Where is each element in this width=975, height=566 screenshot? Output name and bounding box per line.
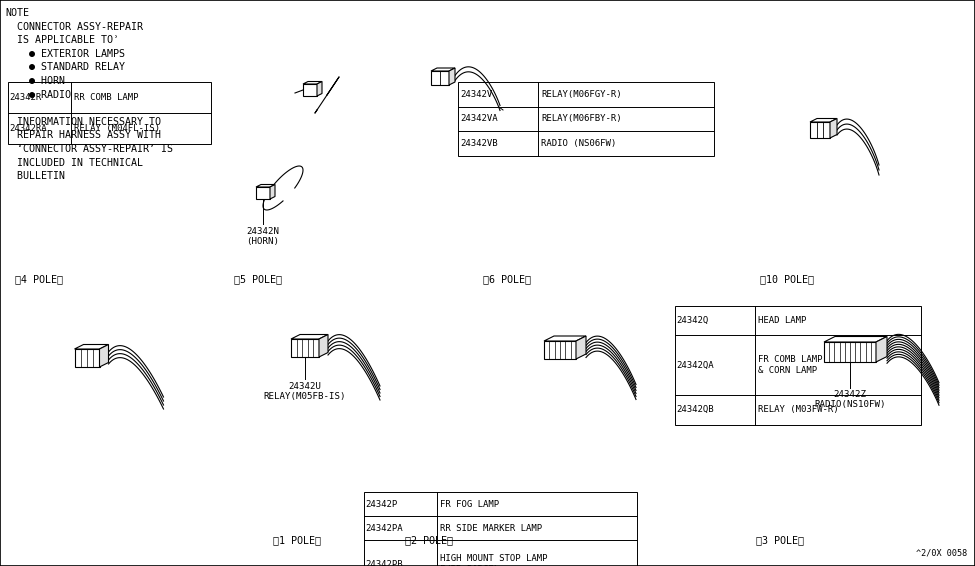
Text: NOTE
  CONNECTOR ASSY-REPAIR
  IS APPLICABLE TOʾ
    ● EXTERIOR LAMPS
    ● STAN: NOTE CONNECTOR ASSY-REPAIR IS APPLICABLE… [5, 8, 173, 181]
Polygon shape [431, 68, 455, 71]
Bar [74, 349, 99, 367]
Text: （4 POLE）: （4 POLE） [15, 275, 62, 285]
Text: RELAY (M04FL-IS): RELAY (M04FL-IS) [74, 125, 160, 133]
Bar [544, 341, 576, 359]
Polygon shape [270, 185, 275, 199]
Polygon shape [824, 337, 887, 342]
Text: RR COMB LAMP: RR COMB LAMP [74, 93, 138, 102]
Polygon shape [319, 335, 328, 357]
Text: 24342VA: 24342VA [460, 114, 498, 123]
Text: 24342PB: 24342PB [366, 560, 404, 566]
Bar [364, 492, 637, 566]
Polygon shape [99, 345, 108, 367]
Bar [458, 82, 714, 156]
Text: RELAY(M06FBY-R): RELAY(M06FBY-R) [541, 114, 622, 123]
Polygon shape [449, 68, 455, 85]
Polygon shape [876, 337, 887, 362]
Bar [810, 122, 830, 138]
Polygon shape [256, 185, 275, 187]
Polygon shape [544, 336, 586, 341]
Polygon shape [576, 336, 586, 359]
Text: 24342RA: 24342RA [10, 125, 48, 133]
Bar [303, 84, 317, 96]
Text: HEAD LAMP: HEAD LAMP [758, 316, 806, 325]
Text: 24342VB: 24342VB [460, 139, 498, 148]
Text: 24342QB: 24342QB [677, 405, 715, 414]
Text: RR SIDE MARKER LAMP: RR SIDE MARKER LAMP [440, 524, 542, 533]
Text: （3 POLE）: （3 POLE） [756, 535, 803, 545]
Text: （6 POLE）: （6 POLE） [483, 275, 530, 285]
Text: 24342R: 24342R [10, 93, 42, 102]
Text: FR COMB LAMP
& CORN LAMP: FR COMB LAMP & CORN LAMP [758, 355, 822, 375]
Text: 24342Q: 24342Q [677, 316, 709, 325]
Text: 24342PA: 24342PA [366, 524, 404, 533]
Text: （2 POLE）: （2 POLE） [405, 535, 452, 545]
Bar [675, 306, 921, 424]
Text: RADIO (NS06FW): RADIO (NS06FW) [541, 139, 616, 148]
Bar [824, 342, 876, 362]
Polygon shape [74, 345, 108, 349]
Polygon shape [303, 82, 322, 84]
Text: 24342P: 24342P [366, 500, 398, 509]
Text: ^2/0X 0058: ^2/0X 0058 [916, 549, 967, 558]
Polygon shape [317, 82, 322, 96]
Text: 24342Z
RADIO(NS10FW): 24342Z RADIO(NS10FW) [814, 390, 885, 409]
Bar [431, 71, 449, 85]
Text: RELAY(M06FGY-R): RELAY(M06FGY-R) [541, 90, 622, 99]
Bar [291, 339, 319, 357]
Text: RELAY (M03FW-R): RELAY (M03FW-R) [758, 405, 838, 414]
Text: 24342QA: 24342QA [677, 361, 715, 370]
Text: HIGH MOUNT STOP LAMP
F/RR PARCEL: HIGH MOUNT STOP LAMP F/RR PARCEL [440, 555, 547, 566]
Text: （5 POLE）: （5 POLE） [234, 275, 282, 285]
Bar [8, 82, 211, 144]
Text: （10 POLE）: （10 POLE） [760, 275, 814, 285]
Text: 24342U
RELAY(M05FB-IS): 24342U RELAY(M05FB-IS) [264, 382, 346, 401]
Text: 24342V: 24342V [460, 90, 492, 99]
Text: （1 POLE）: （1 POLE） [273, 535, 321, 545]
Text: 24342N
(HORN): 24342N (HORN) [247, 227, 280, 246]
Text: FR FOG LAMP: FR FOG LAMP [440, 500, 499, 509]
Polygon shape [291, 335, 328, 339]
Polygon shape [810, 118, 837, 122]
Polygon shape [830, 118, 837, 138]
Bar [256, 187, 270, 199]
